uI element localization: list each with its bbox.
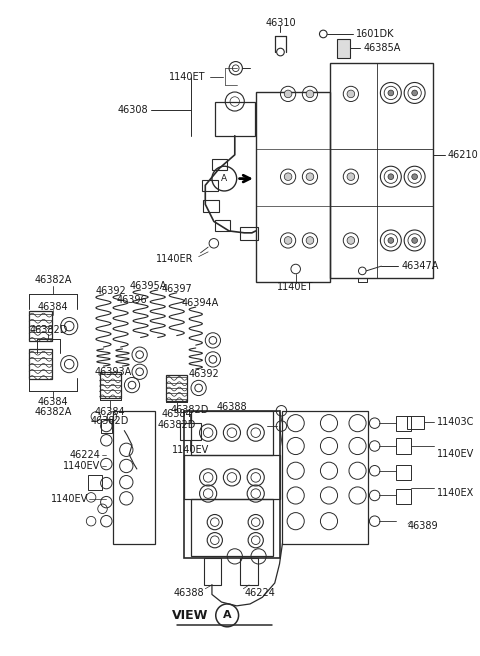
- Bar: [29, 349, 52, 379]
- Text: 46310: 46310: [265, 18, 296, 28]
- Text: 1601DK: 1601DK: [356, 29, 394, 39]
- Text: 46384: 46384: [95, 407, 125, 417]
- Bar: [204, 201, 218, 212]
- Bar: [215, 102, 255, 136]
- Text: 46347A: 46347A: [401, 261, 439, 271]
- Text: 1140ET: 1140ET: [169, 72, 205, 82]
- Bar: [396, 438, 411, 453]
- Circle shape: [347, 90, 355, 98]
- Text: A: A: [223, 610, 231, 621]
- Bar: [282, 411, 368, 544]
- Text: 46389: 46389: [408, 521, 439, 531]
- Bar: [215, 220, 230, 231]
- Text: A: A: [221, 174, 228, 183]
- Bar: [396, 489, 411, 504]
- Text: 46388: 46388: [174, 588, 204, 598]
- Text: 46396: 46396: [117, 295, 147, 306]
- Bar: [240, 227, 258, 241]
- Text: 1140ET: 1140ET: [277, 282, 314, 292]
- Bar: [212, 159, 227, 170]
- Text: 46385A: 46385A: [363, 43, 401, 53]
- Text: 46392: 46392: [189, 369, 220, 379]
- Text: 46393A: 46393A: [95, 367, 132, 377]
- Circle shape: [412, 90, 418, 96]
- Circle shape: [306, 173, 314, 180]
- Circle shape: [388, 237, 394, 243]
- Text: 46308: 46308: [118, 105, 148, 115]
- Bar: [191, 411, 273, 455]
- Bar: [100, 372, 120, 398]
- Bar: [180, 423, 201, 440]
- Bar: [88, 474, 102, 490]
- Bar: [166, 375, 187, 401]
- Text: 46384: 46384: [38, 398, 68, 407]
- Circle shape: [306, 90, 314, 98]
- Text: 46384: 46384: [161, 409, 192, 419]
- Bar: [203, 180, 217, 191]
- Bar: [184, 411, 279, 558]
- Bar: [204, 558, 221, 585]
- Bar: [330, 64, 432, 277]
- Text: 1140EV: 1140EV: [436, 449, 474, 459]
- Text: 46382D: 46382D: [157, 420, 196, 430]
- Text: 46388: 46388: [216, 402, 247, 412]
- Text: 1140EX: 1140EX: [436, 487, 474, 498]
- Circle shape: [388, 174, 394, 180]
- Bar: [240, 558, 258, 585]
- Circle shape: [388, 90, 394, 96]
- Text: 46210: 46210: [448, 150, 479, 160]
- Text: 1140EV: 1140EV: [172, 445, 209, 455]
- Bar: [256, 92, 330, 282]
- Text: 46382A: 46382A: [35, 276, 72, 285]
- Text: 46397: 46397: [161, 284, 192, 294]
- Text: 46395A: 46395A: [130, 281, 167, 291]
- Bar: [396, 465, 411, 480]
- Bar: [113, 411, 155, 544]
- Bar: [29, 311, 52, 341]
- Circle shape: [347, 173, 355, 180]
- Circle shape: [412, 237, 418, 243]
- Text: 46392: 46392: [96, 286, 126, 296]
- Text: 46224: 46224: [70, 449, 101, 460]
- Circle shape: [284, 90, 292, 98]
- Text: 46394A: 46394A: [182, 298, 219, 308]
- Text: 46384: 46384: [38, 302, 68, 312]
- Text: 1140ER: 1140ER: [156, 253, 194, 264]
- Bar: [101, 419, 112, 433]
- Bar: [336, 39, 350, 58]
- Text: 1140EV: 1140EV: [51, 494, 88, 504]
- Text: 46224: 46224: [244, 588, 275, 598]
- Circle shape: [306, 237, 314, 244]
- Bar: [396, 415, 411, 431]
- Text: 11403C: 11403C: [436, 417, 474, 427]
- Text: 46382D: 46382D: [29, 325, 68, 335]
- Circle shape: [412, 174, 418, 180]
- Text: 46382A: 46382A: [35, 407, 72, 417]
- Text: 1140EV: 1140EV: [63, 461, 101, 471]
- Text: VIEW: VIEW: [172, 609, 208, 622]
- Bar: [184, 455, 279, 499]
- Text: 46382D: 46382D: [91, 417, 129, 426]
- Bar: [407, 415, 424, 429]
- Circle shape: [284, 237, 292, 244]
- Circle shape: [347, 237, 355, 244]
- Text: 46382D: 46382D: [171, 405, 209, 415]
- Circle shape: [284, 173, 292, 180]
- Bar: [191, 499, 273, 556]
